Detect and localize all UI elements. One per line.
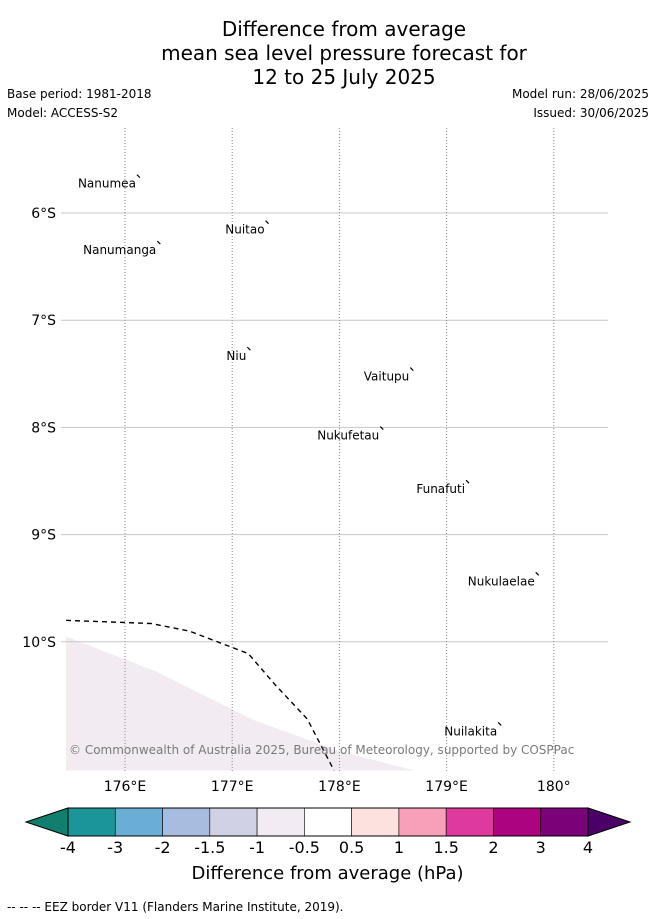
lat-tick-label: 8°S (31, 420, 56, 436)
colorbar-swatch (162, 807, 211, 837)
colorbar-swatch (540, 807, 589, 837)
place-nuitao: Nuitao (225, 220, 270, 237)
colorbar-swatch (209, 807, 258, 837)
place-label: Nuilakita (444, 724, 497, 738)
lon-tick-label: 177°E (211, 779, 254, 795)
lon-tick-label: 180° (537, 779, 571, 795)
map-grid (61, 128, 608, 772)
colorbar-tick-label: 0.5 (339, 838, 364, 857)
lon-tick-label: 176°E (104, 779, 147, 795)
place-label: Nukulaelae (468, 574, 535, 588)
model-run-label: Model run: 28/06/2025 (511, 87, 649, 101)
lat-tick-label: 10°S (22, 635, 56, 651)
place-label: Nuitao (225, 223, 264, 237)
place-nuilakita: Nuilakita (444, 721, 502, 738)
pressure-shading (66, 636, 415, 771)
place-label: Nanumea (78, 177, 136, 191)
colorbar-tick-label: -3 (107, 838, 123, 857)
colorbar-frame (67, 807, 589, 837)
island-mark (535, 571, 540, 576)
axis-ticks: 176°E 177°E 178°E 179°E 180° 6°S 7°S 8°S 9°S 10°S (22, 206, 570, 795)
colorbar-tick-label: 4 (583, 838, 593, 857)
colorbar-tick-label: -4 (60, 838, 76, 857)
place-label: Nukufetau (317, 429, 379, 443)
place-nukulaelae: Nukulaelae (468, 571, 540, 588)
place-funafuti: Funafuti (416, 479, 470, 496)
colorbar-tick-label: 2 (488, 838, 498, 857)
model-label: Model: ACCESS-S2 (7, 106, 119, 120)
place-label: Vaitupu (364, 370, 410, 384)
colorbar-tick-label: 1.5 (433, 838, 458, 857)
colorbar-swatch (493, 807, 542, 837)
eez-border (66, 619, 335, 771)
island-mark (465, 479, 470, 484)
title-line-3: 12 to 25 July 2025 (252, 65, 436, 89)
island-mark (246, 346, 251, 351)
colorbar-over-extend (587, 807, 632, 837)
island-mark (409, 367, 414, 372)
place-niu: Niu (226, 346, 251, 363)
eez-footnote: -- -- -- EEZ border V11 (Flanders Marine… (7, 900, 344, 914)
colorbar-swatch (304, 807, 352, 837)
island-mark (379, 426, 384, 430)
place-label: Nanumanga (83, 243, 156, 257)
place-label: Funafuti (416, 482, 465, 496)
place-labels: Nanumea Nuitao Nanumanga Niu Vaitupu Nukufeta… (78, 174, 540, 738)
place-nukufetau: Nukufetau (317, 426, 384, 443)
lon-tick-label: 179°E (425, 779, 468, 795)
colorbar-swatch (445, 807, 494, 837)
colorbar-under-extend (24, 807, 69, 837)
lat-tick-label: 9°S (31, 528, 56, 544)
place-vaitupu: Vaitupu (364, 367, 414, 384)
colorbar-tick-label: 3 (536, 838, 546, 857)
lat-tick-label: 7°S (31, 313, 56, 329)
colorbar-swatch (67, 807, 116, 837)
colorbar-label: Difference from average (hPa) (191, 863, 464, 884)
colorbar-tick-label: -2 (155, 838, 171, 857)
place-nanumea: Nanumea (78, 174, 141, 191)
eez-border-line (66, 619, 335, 771)
lat-tick-label: 6°S (31, 206, 56, 222)
copyright-notice: © Commonwealth of Australia 2025, Bureau… (69, 743, 575, 757)
title-line-2: mean sea level pressure forecast for (161, 41, 527, 65)
negative-anomaly-region (66, 636, 415, 771)
colorbar-swatch (398, 807, 447, 837)
issued-label: Issued: 30/06/2025 (533, 106, 649, 120)
map-panel: Nanumea Nuitao Nanumanga Niu Vaitupu Nukufeta… (22, 128, 608, 795)
colorbar-tick-label: -1.5 (194, 838, 225, 857)
colorbar-tick-label: -1 (249, 838, 265, 857)
island-mark (265, 220, 270, 225)
colorbar-swatch (114, 807, 163, 837)
lon-tick-label: 178°E (318, 779, 361, 795)
base-period-label: Base period: 1981-2018 (7, 87, 152, 101)
colorbar-tick-label: -0.5 (289, 838, 320, 857)
place-label: Niu (226, 349, 246, 363)
colorbar-swatch (256, 807, 305, 837)
colorbar-tick-label: 1 (394, 838, 404, 857)
colorbar-swatch (351, 807, 400, 837)
chart-title: Difference from average mean sea level p… (0, 17, 655, 89)
island-mark (136, 174, 141, 179)
island-mark (156, 240, 161, 245)
title-line-1: Difference from average (221, 17, 467, 41)
island-mark (497, 721, 502, 726)
place-nanumanga: Nanumanga (83, 240, 161, 257)
